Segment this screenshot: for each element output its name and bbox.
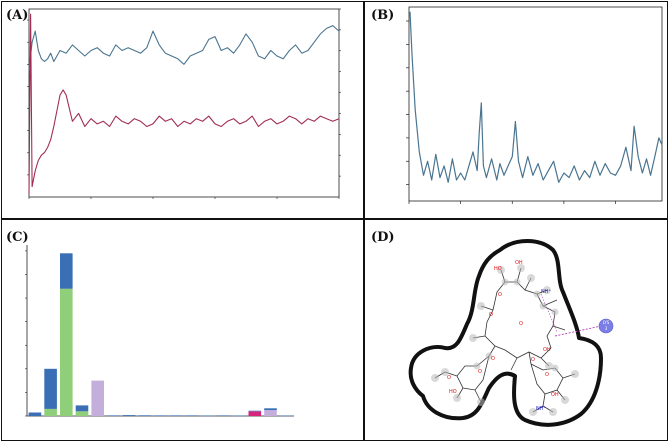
bar-segment bbox=[91, 380, 104, 416]
residue-lys3-marker[interactable] bbox=[598, 318, 614, 334]
bar-segment bbox=[201, 415, 214, 417]
protein-rmsd-line bbox=[28, 25, 340, 70]
atom-label: OH bbox=[543, 347, 551, 353]
panel-b: (B) bbox=[364, 1, 668, 219]
bar-segment bbox=[185, 415, 199, 416]
atom-label: O bbox=[531, 357, 535, 363]
interactions-chart: (C) bbox=[6, 230, 294, 417]
bar-segment bbox=[75, 411, 89, 416]
atom-label: O bbox=[491, 356, 495, 362]
atom-label: OH bbox=[551, 392, 559, 398]
atom-label: HO bbox=[494, 266, 502, 272]
bar-segment bbox=[75, 405, 89, 412]
bar-segment bbox=[44, 408, 57, 416]
bar-segment bbox=[154, 415, 167, 416]
interaction-line bbox=[540, 293, 558, 333]
atom-label: NH⁺ bbox=[536, 406, 547, 412]
rmsf-chart: (B) bbox=[371, 6, 663, 204]
plot-frame bbox=[28, 8, 340, 198]
residue-number: 3 bbox=[605, 326, 608, 331]
bar-segment bbox=[60, 253, 73, 289]
bar-segment bbox=[232, 415, 246, 417]
atom-label: O bbox=[545, 372, 549, 378]
atom-label: O bbox=[489, 312, 493, 318]
interaction-line bbox=[554, 325, 602, 337]
residue-name: LYS bbox=[603, 320, 610, 325]
atom-label: NH⁺ bbox=[541, 289, 552, 295]
panel-a: (A) bbox=[1, 1, 364, 219]
atom-label: O bbox=[478, 369, 482, 375]
plot-frame bbox=[408, 6, 663, 202]
panel-b-label: (B) bbox=[371, 8, 394, 23]
ligand-interaction-diagram: (D) bbox=[371, 230, 614, 427]
bar-segment bbox=[122, 415, 136, 416]
panel-a-label: (A) bbox=[6, 8, 28, 23]
bar-segment bbox=[264, 408, 277, 411]
atom-label: HO bbox=[449, 389, 457, 395]
binding-pocket-outline bbox=[408, 239, 603, 427]
bar-segment bbox=[264, 410, 277, 416]
bar-segment bbox=[279, 415, 293, 417]
bar-segment bbox=[60, 288, 73, 416]
rmsf-line bbox=[409, 11, 663, 183]
panel-c: (C) bbox=[1, 219, 364, 441]
panel-d: (D) bbox=[364, 219, 668, 441]
ligand-rmsd-line bbox=[28, 13, 340, 195]
bar-segment bbox=[28, 412, 42, 416]
solvent-exposure-halos bbox=[431, 264, 579, 416]
atom-label: O bbox=[498, 292, 502, 298]
rmsd-chart: (A) bbox=[6, 8, 341, 199]
bar-segment bbox=[248, 410, 262, 412]
panel-c-label: (C) bbox=[6, 230, 29, 245]
ligand-structure bbox=[434, 267, 576, 413]
bar-segment bbox=[138, 415, 152, 416]
bar-segment bbox=[217, 415, 230, 416]
atom-label: OH bbox=[515, 260, 523, 266]
panel-d-label: (D) bbox=[371, 230, 395, 245]
atom-label: O bbox=[519, 321, 523, 327]
bar-segment bbox=[248, 411, 262, 416]
bar-segment bbox=[169, 415, 183, 416]
bar-segment bbox=[44, 368, 57, 409]
bar-segment bbox=[107, 415, 120, 416]
atom-label: O bbox=[447, 375, 451, 381]
